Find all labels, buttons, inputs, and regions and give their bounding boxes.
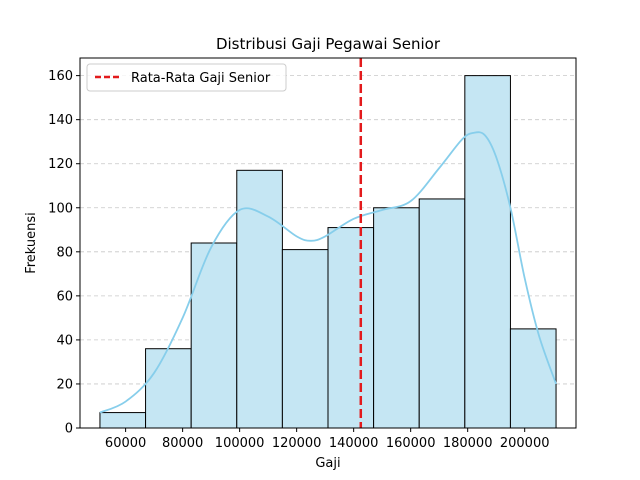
histogram-bar (373, 207, 420, 429)
bars-layer (99, 75, 557, 429)
x-tick-label: 120000 (272, 436, 322, 451)
x-tick-label: 60000 (105, 436, 146, 451)
y-tick-label: 100 (48, 201, 73, 216)
y-tick-label: 140 (48, 113, 73, 128)
y-tick-label: 20 (56, 377, 73, 392)
x-tick-label: 140000 (329, 436, 379, 451)
legend: Rata-Rata Gaji Senior (86, 63, 287, 92)
kde-layer (99, 131, 557, 414)
kde-curve (99, 131, 557, 414)
x-tick-label: 200000 (500, 436, 550, 451)
y-tick-label: 80 (56, 245, 73, 260)
histogram-bar (281, 249, 329, 429)
x-tick-label: 100000 (215, 436, 265, 451)
x-tick-label: 160000 (386, 436, 436, 451)
x-ticks: 60000 80000 100000 120000 140000 160000 180000… (105, 428, 550, 451)
plot-frame (79, 57, 577, 429)
histogram-bar (190, 242, 238, 429)
chart-title: Distribusi Gaji Pegawai Senior (216, 35, 441, 53)
x-tick-label: 180000 (443, 436, 493, 451)
histogram-bar (464, 75, 511, 429)
histogram-bar (509, 328, 557, 429)
histogram-bar (145, 348, 192, 429)
legend-mean-label: Rata-Rata Gaji Senior (131, 71, 271, 86)
legend-box (86, 63, 287, 92)
histogram-bar (418, 198, 466, 429)
y-axis-label: Frekuensi (24, 212, 39, 274)
y-tick-label: 60 (56, 289, 73, 304)
y-tick-label: 40 (56, 333, 73, 348)
y-ticks: 0 20 40 60 80 100 120 140 160 (48, 69, 80, 437)
x-axis-label: Gaji (315, 456, 340, 471)
y-tick-label: 160 (48, 69, 73, 84)
x-tick-label: 80000 (162, 436, 203, 451)
y-tick-label: 0 (65, 422, 73, 437)
histogram-bar (99, 412, 147, 429)
y-tick-label: 120 (48, 157, 73, 172)
histogram-bar (327, 227, 375, 429)
